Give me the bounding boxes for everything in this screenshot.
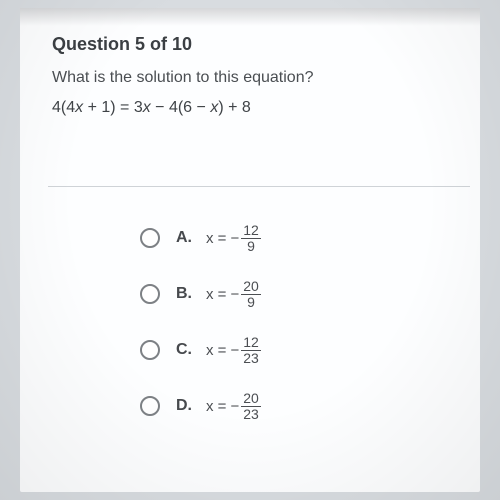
radio-icon[interactable] <box>140 396 160 416</box>
option-d[interactable]: D. x = − 20 23 <box>140 378 261 434</box>
radio-icon[interactable] <box>140 228 160 248</box>
question-equation: 4(4x + 1) = 3x − 4(6 − x) + 8 <box>52 99 460 117</box>
option-answer: x = − 12 9 <box>206 223 261 253</box>
quiz-screen: Question 5 of 10 What is the solution to… <box>20 8 480 492</box>
radio-icon[interactable] <box>140 284 160 304</box>
options-list: A. x = − 12 9 B. x = − 20 9 C. <box>140 210 261 434</box>
radio-icon[interactable] <box>140 340 160 360</box>
option-a[interactable]: A. x = − 12 9 <box>140 210 261 266</box>
question-header: Question 5 of 10 <box>52 34 460 55</box>
question-prompt: What is the solution to this equation? <box>52 69 460 87</box>
option-answer: x = − 12 23 <box>206 335 261 365</box>
option-letter: D. <box>176 397 196 415</box>
option-letter: B. <box>176 285 196 303</box>
question-block: Question 5 of 10 What is the solution to… <box>52 34 460 119</box>
option-letter: A. <box>176 229 196 247</box>
top-shadow <box>20 8 480 26</box>
divider-line <box>48 186 470 187</box>
option-c[interactable]: C. x = − 12 23 <box>140 322 261 378</box>
option-letter: C. <box>176 341 196 359</box>
option-answer: x = − 20 9 <box>206 279 261 309</box>
option-b[interactable]: B. x = − 20 9 <box>140 266 261 322</box>
option-answer: x = − 20 23 <box>206 391 261 421</box>
